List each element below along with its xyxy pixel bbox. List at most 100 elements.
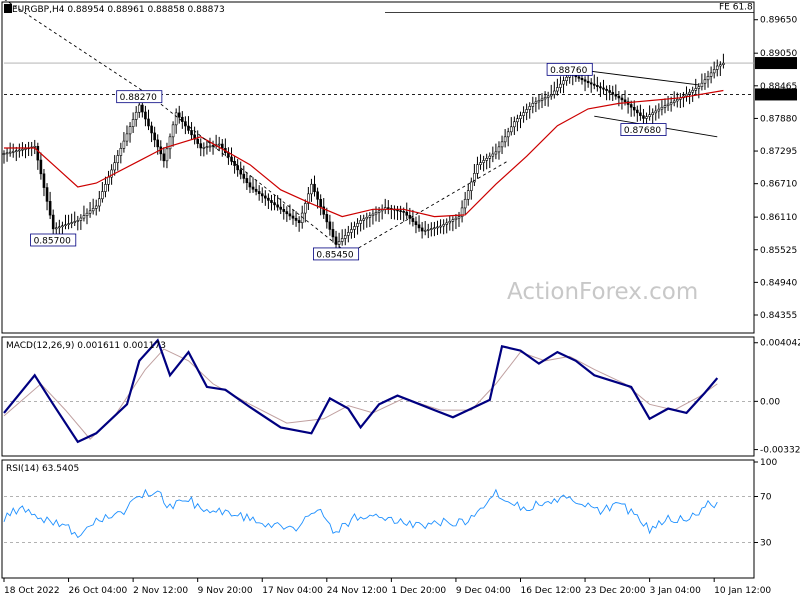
rsi-line [3,488,718,539]
candle-body [21,148,24,151]
candle-body [165,148,169,162]
candle-body [362,218,366,221]
candle-body [470,181,473,191]
current-price-tag-box [755,57,797,70]
candle-body [506,131,510,138]
candle-body [325,214,329,223]
candle-body [174,112,178,126]
candle-body [273,202,276,206]
watermark: ActionForex.com [507,279,698,305]
candle-body [343,235,347,239]
candle-body [125,133,129,142]
macd-panel-frame [1,336,755,457]
candle-body [663,105,667,108]
candle-body [316,191,319,200]
candle-body [614,93,618,97]
fe-61-8-top-label: 61.8 [735,0,755,1]
candle-body [386,207,390,209]
candle-body [337,241,341,245]
candle-body [466,190,470,200]
candle-body [340,238,344,242]
candle-body [18,149,21,152]
candle-body [706,76,710,81]
candle-body [691,90,694,93]
candle-body [264,195,267,199]
price-layer: 0.89650 0.89050 0.88465 0.87880 0.87295 0.867… [2,0,797,321]
candle-body [70,222,73,224]
candle-body [494,151,498,155]
candle-body [537,100,541,103]
price-tick-label: 0.89050 [760,49,797,59]
candle-body [430,228,433,230]
candle-body [408,214,412,219]
candle-body [605,88,608,91]
price-annotation: 0.88760 [550,66,587,76]
candle-body [328,221,332,230]
candle-body [669,102,673,105]
candle-body [347,232,350,236]
candle-body [688,91,691,95]
candle-body [101,191,104,200]
candle-body [715,65,719,70]
support-level-tag-box [755,88,797,101]
x-tick-label: 18 Oct 2022 [4,586,60,596]
candle-body [245,178,249,184]
price-tick-label: 0.88465 [760,82,797,92]
candle-body [98,198,101,207]
candle-body [577,76,581,79]
candle-body [2,153,6,155]
candle-body [297,220,301,224]
candle-body [648,114,651,117]
candle-body [85,212,89,216]
candle-body [236,165,239,171]
candle-body [546,95,550,98]
candle-body [76,220,80,222]
candle-body [24,148,27,150]
candle-body [230,156,233,162]
candle-body [703,79,707,84]
candle-body [291,215,295,219]
candle-body [220,143,224,149]
candle-body [657,108,661,112]
candle-body [559,83,562,88]
candle-body [645,116,648,119]
candle-body [436,226,439,229]
candle-body [122,140,126,149]
candle-body [141,104,144,113]
price-annotation: 0.87680 [624,126,661,136]
candle-body [485,157,488,161]
candle-body [602,87,605,90]
candle-body [51,214,55,230]
price-tick-label: 0.89650 [760,16,797,26]
candle-body [396,209,399,212]
candle-body [423,229,427,232]
candle-body [73,221,77,223]
price-header: EURGBP,H4 0.88954 0.88961 0.88858 0.8887… [12,5,225,15]
candle-body [482,160,485,163]
candle-body [294,217,298,221]
candle-body [611,92,615,95]
candle-body [534,101,538,104]
candle-body [463,198,467,209]
candle-body [14,150,18,152]
candle-body [522,112,525,116]
x-tick-label: 1 Dec 20:00 [391,586,446,596]
candle-body [694,88,698,91]
candle-body [617,95,621,99]
candle-body [636,109,639,114]
candle-body [519,115,522,120]
candle-body [67,223,70,225]
candle-body [94,205,98,209]
x-tick-label: 2 Nov 12:00 [133,586,188,596]
candle-body [257,191,261,195]
price-tick-label: 0.85525 [760,246,797,256]
candle-body [144,111,147,120]
candle-body [267,197,270,201]
candle-body [497,146,501,153]
candle-body [442,224,445,227]
candle-body [33,146,37,148]
candle-body [353,226,356,230]
candle-body [177,112,181,118]
current-price-tag: 0.88873 [758,60,795,70]
candle-body [709,72,713,77]
